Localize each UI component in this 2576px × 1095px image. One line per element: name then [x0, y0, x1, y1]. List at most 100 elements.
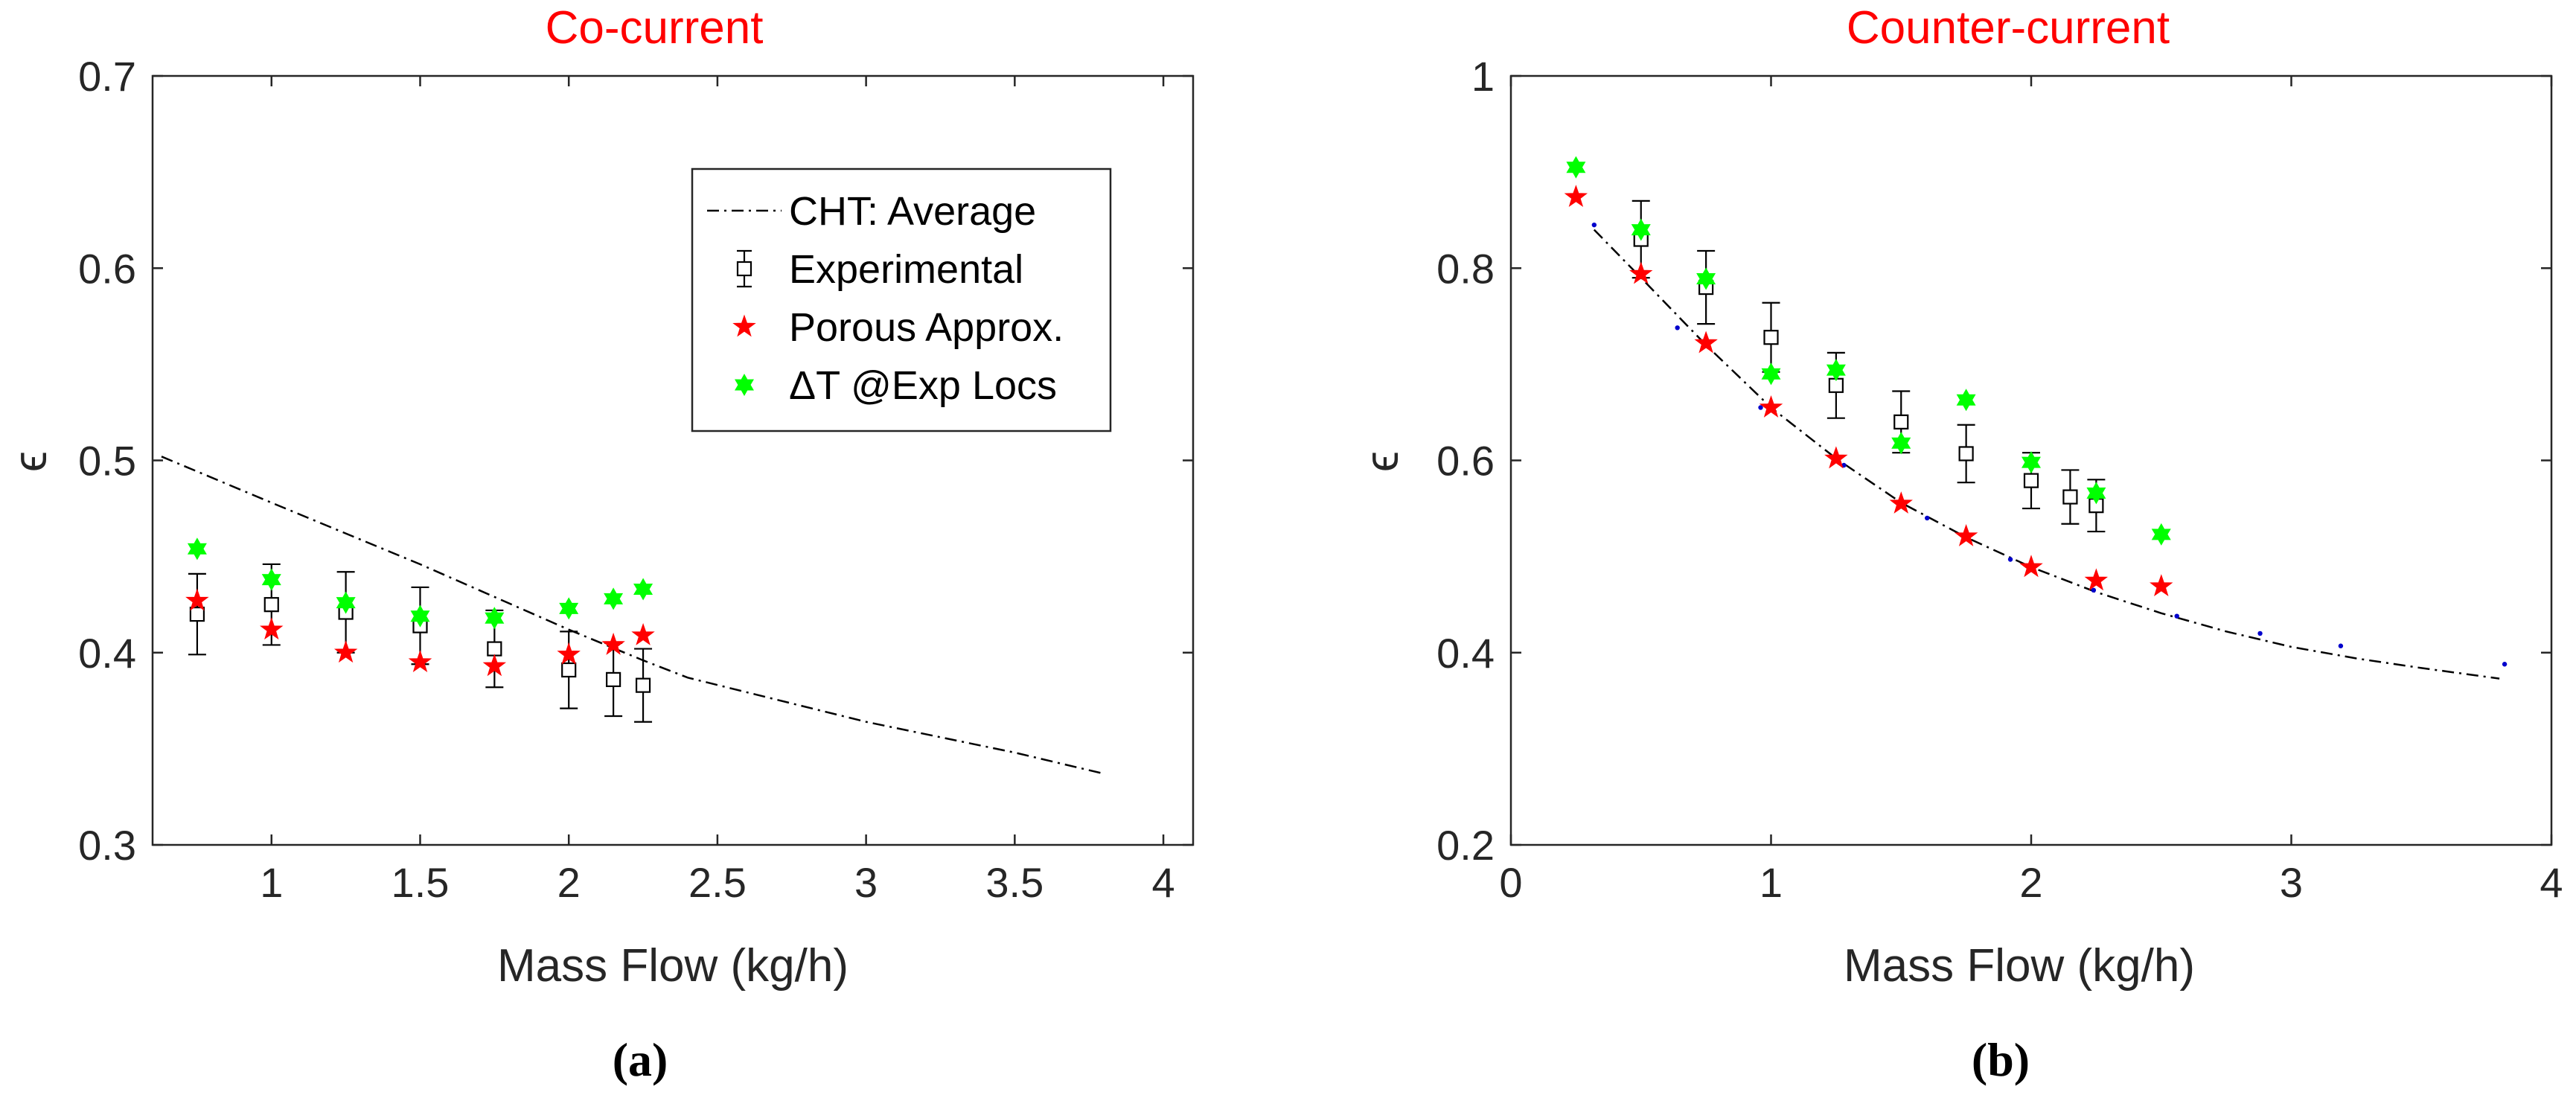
data-point: [2174, 613, 2179, 619]
data-point: [1956, 389, 1976, 412]
data-point: [2502, 662, 2508, 667]
y-tick-label: 1: [1471, 53, 1495, 100]
data-point: [260, 617, 284, 640]
data-point: [1564, 185, 1588, 208]
y-axis-label-b: ϵ: [1355, 451, 1408, 472]
legend-label: CHT: Average: [789, 189, 1036, 234]
series-cht-average-b: [1593, 229, 2500, 680]
data-point: [1958, 446, 1974, 462]
data-point: [2338, 643, 2344, 648]
y-tick-label: 0.5: [78, 438, 136, 485]
legend-item: Porous Approx.: [732, 305, 1064, 350]
data-point: [1566, 156, 1586, 179]
x-tick-label: 2: [2019, 859, 2042, 906]
data-point: [1891, 432, 1911, 455]
series-porous-approx--a: [185, 588, 655, 677]
data-point: [604, 587, 624, 610]
legend-box: [691, 167, 1112, 432]
data-point: [2019, 555, 2043, 578]
y-tick-label: 0.8: [1436, 245, 1495, 292]
data-point: [559, 597, 579, 620]
panel-counter-current: Counter-current 0 1 2 3 4 0.2 0.4 0.6 0.8 1 Mass…: [1355, 2, 2563, 1086]
data-point: [485, 607, 505, 630]
x-tick-label: 4: [2540, 859, 2563, 906]
y-ticks-a: 0.3 0.4 0.5 0.6 0.7: [78, 53, 1193, 869]
series--t-exp-locs-a: [187, 537, 653, 630]
legend-item: CHT: Average: [707, 189, 1036, 234]
series-line: [1593, 229, 2500, 680]
legend-item: Experimental: [736, 247, 1023, 292]
chart-title-b: Counter-current: [1847, 2, 2170, 54]
y-axis-label-a: ϵ: [3, 451, 57, 472]
data-point: [189, 606, 205, 622]
legend-item: ΔT @Exp Locs: [735, 363, 1057, 408]
data-point: [261, 568, 281, 591]
x-tick-label: 3: [854, 859, 878, 906]
panel-label-b: (b): [1972, 1033, 2030, 1086]
chart-title-a: Co-current: [546, 2, 764, 54]
x-tick-label: 4: [1151, 859, 1174, 906]
x-tick-label: 1: [260, 859, 283, 906]
data-point: [1889, 491, 1913, 514]
panel-label-a: (a): [613, 1033, 668, 1086]
data-point: [601, 632, 625, 655]
data-point: [410, 604, 430, 628]
data-point: [185, 588, 209, 611]
data-point: [2022, 451, 2041, 474]
legend-marker-swatch: [732, 314, 756, 337]
data-point: [635, 677, 651, 693]
data-point: [1631, 218, 1651, 241]
data-point: [333, 640, 358, 663]
y-tick-label: 0.4: [78, 630, 136, 677]
data-point: [1694, 331, 1718, 354]
x-tick-label: 0: [1499, 859, 1522, 906]
legend-items: CHT: Average Experimental Porous Approx. ΔT…: [707, 189, 1064, 408]
x-tick-label: 1: [1760, 859, 1783, 906]
data-point: [2062, 489, 2078, 505]
data-point: [1696, 267, 1716, 290]
x-ticks-b: 0 1 2 3 4: [1499, 76, 2563, 906]
x-tick-label: 1.5: [391, 859, 450, 906]
legend: CHT: Average Experimental Porous Approx. ΔT…: [691, 167, 1112, 432]
x-tick-label: 3.5: [985, 859, 1043, 906]
data-point: [1954, 523, 1978, 546]
series-porous-approx--b: [1564, 185, 2173, 597]
data-point: [1925, 515, 1930, 521]
x-axis-label-a: Mass Flow (kg/h): [497, 940, 848, 992]
data-point: [263, 597, 279, 613]
x-tick-label: 3: [2280, 859, 2303, 906]
data-point: [2007, 557, 2013, 562]
data-point: [2257, 630, 2263, 636]
legend-marker-swatch: [735, 373, 754, 397]
data-point: [1629, 261, 1653, 284]
x-axis-label-b: Mass Flow (kg/h): [1844, 940, 2195, 992]
data-point: [2084, 568, 2109, 591]
data-point: [631, 622, 655, 645]
data-point: [1675, 325, 1680, 331]
data-point: [606, 671, 621, 688]
data-point: [1591, 222, 1597, 228]
data-point: [633, 578, 653, 601]
data-point: [561, 662, 577, 678]
plot-content-b: [1564, 156, 2508, 680]
data-point: [557, 642, 581, 665]
data-point: [2086, 482, 2106, 505]
legend-label: Porous Approx.: [789, 305, 1064, 350]
data-point: [487, 641, 502, 657]
panel-co-current: Co-current 1 1.5 2 2.5 3 3.5 4 0.3 0.4 0.5 0.6 0.7…: [3, 2, 1195, 1086]
y-tick-label: 0.6: [1436, 438, 1495, 485]
plot-content-a: [161, 456, 1105, 775]
data-point: [1758, 405, 1763, 410]
legend-label: ΔT @Exp Locs: [789, 363, 1057, 408]
data-point: [2151, 523, 2171, 546]
data-point: [1759, 395, 1783, 418]
data-point: [2023, 473, 2039, 488]
data-point: [1763, 330, 1779, 345]
series--t-exp-locs-b: [1566, 156, 2171, 546]
x-ticks-a: 1 1.5 2 2.5 3 3.5 4: [260, 76, 1175, 906]
y-tick-label: 0.2: [1436, 822, 1495, 869]
data-point: [1893, 414, 1909, 430]
data-point: [2091, 587, 2097, 593]
legend-square-swatch: [736, 261, 752, 277]
x-tick-label: 2: [557, 859, 581, 906]
